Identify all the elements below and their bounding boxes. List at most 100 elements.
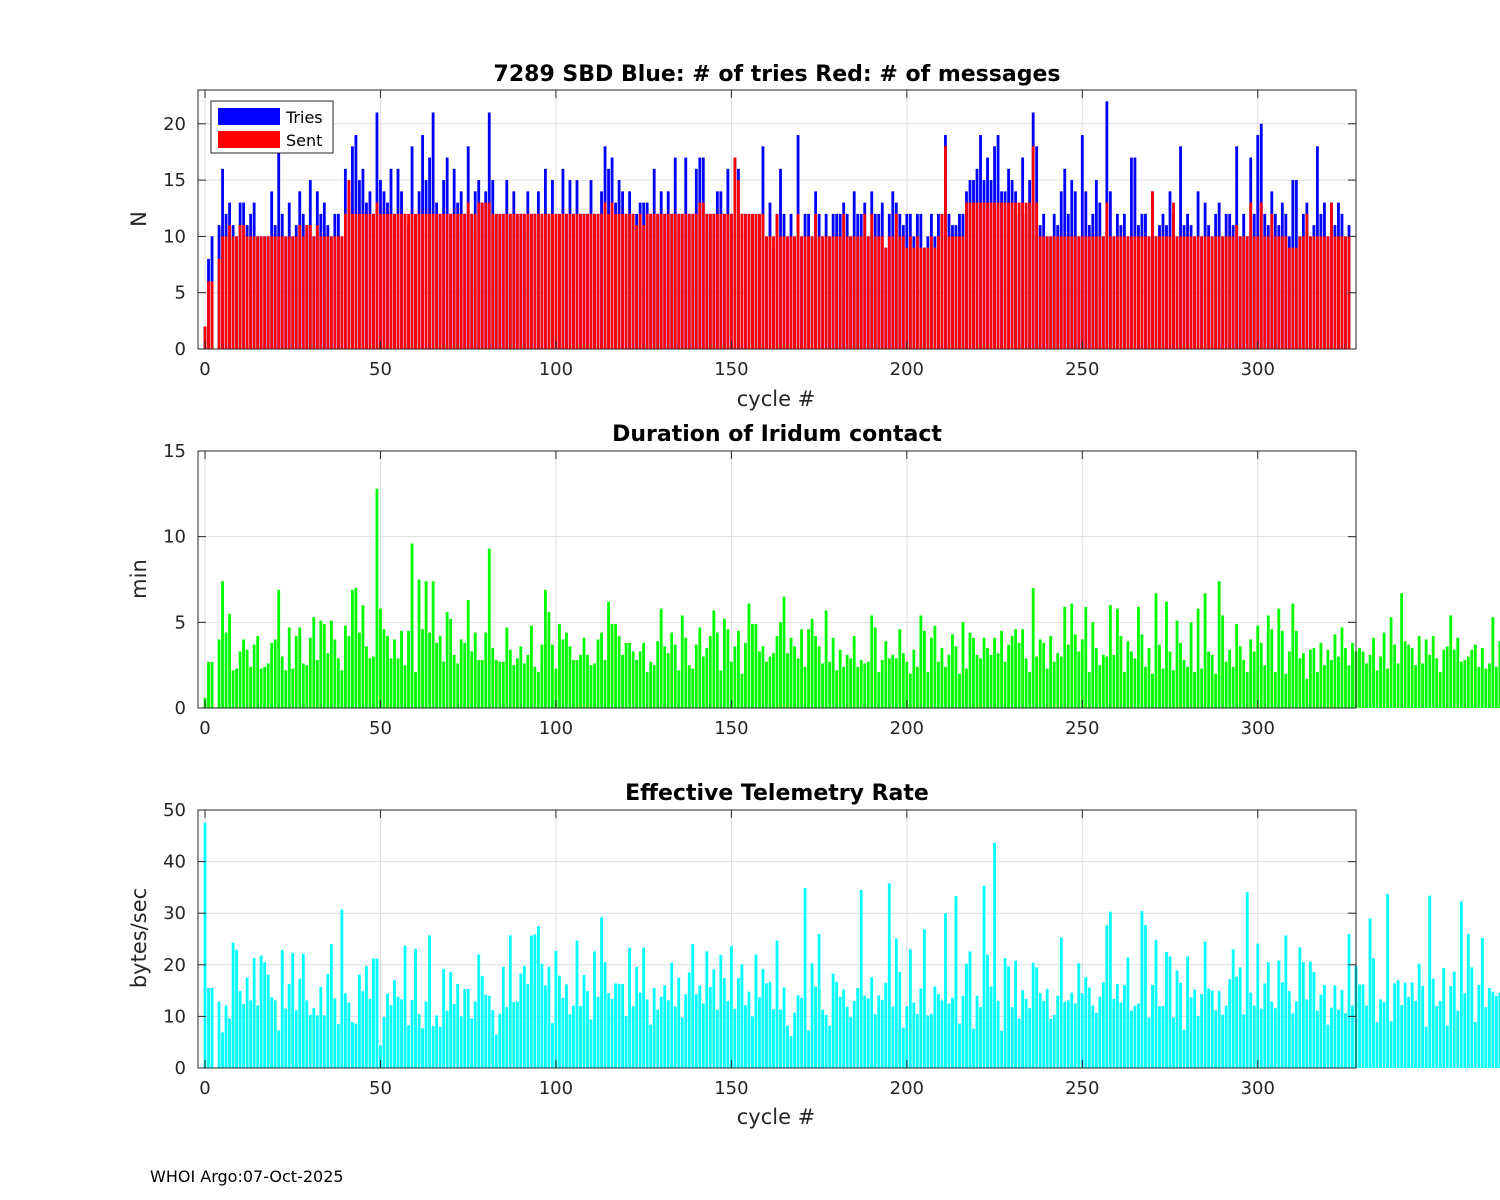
duration-duration-bar [466, 600, 470, 708]
rate-rate-bar [617, 983, 621, 1068]
rate-rate-bar [1010, 1007, 1014, 1068]
sbd-sent-bar [645, 213, 649, 349]
duration-x-tick-label: 50 [369, 718, 392, 739]
duration-duration-bar [533, 666, 537, 708]
duration-duration-bar [515, 658, 519, 708]
rate-rate-bar [1098, 996, 1102, 1068]
duration-duration-bar [1263, 665, 1267, 708]
duration-duration-bar [210, 661, 214, 708]
rate-rate-bar [1487, 988, 1491, 1068]
duration-duration-bar [575, 660, 579, 708]
duration-duration-bar [1396, 663, 1400, 708]
duration-duration-bar [719, 670, 723, 708]
sbd-sent-bar [505, 213, 509, 349]
rate-rate-bar [982, 885, 986, 1068]
rate-rate-bar [1291, 1013, 1295, 1068]
rate-rate-bar [572, 1005, 575, 1068]
sbd-sent-bar [835, 236, 839, 349]
sbd-sent-bar [789, 236, 793, 349]
duration-duration-bar [1189, 622, 1193, 708]
rate-rate-bar [1400, 1005, 1404, 1068]
sbd-sent-bar [1344, 236, 1347, 349]
duration-duration-bar [477, 660, 481, 708]
sbd-sent-bar [315, 225, 319, 349]
rate-rate-bar [207, 988, 210, 1068]
rate-rate-bar [1203, 941, 1207, 1068]
duration-duration-bar [273, 639, 277, 708]
rate-rate-bar [1077, 963, 1081, 1068]
duration-duration-bar [659, 608, 663, 708]
sbd-sent-bar [1144, 236, 1147, 349]
duration-duration-bar [807, 629, 810, 708]
sbd-sent-bar [1105, 202, 1109, 349]
rate-rate-bar [814, 986, 818, 1068]
rate-rate-bar [1154, 940, 1158, 1068]
duration-duration-bar [649, 661, 653, 708]
rate-rate-bar [1301, 962, 1305, 1068]
rate-rate-bar [505, 1007, 509, 1068]
duration-x-tick-label: 150 [714, 718, 748, 739]
duration-duration-bar [386, 636, 389, 708]
duration-duration-bar [1389, 617, 1393, 708]
duration-duration-bar [368, 658, 372, 708]
sbd-sent-bar [287, 236, 291, 349]
sbd-sent-bar [747, 213, 751, 349]
duration-duration-bar [729, 661, 733, 708]
sbd-sent-bar [1228, 236, 1232, 349]
rate-rate-bar [1017, 1018, 1021, 1068]
rate-rate-bar [343, 993, 347, 1068]
duration-duration-bar [284, 670, 288, 708]
duration-duration-bar [796, 658, 800, 708]
sbd-sent-bar [589, 213, 593, 349]
duration-duration-bar [751, 624, 754, 708]
sbd-sent-bar [572, 213, 575, 349]
rate-rate-bar [1112, 998, 1116, 1068]
rate-rate-bar [1087, 987, 1091, 1068]
rate-plot-area: 0 50 100 150 200 250 300 0 10 20 30 40 50 [163, 800, 1500, 1099]
rate-rate-bar [1000, 1030, 1003, 1068]
rate-rate-bar [1284, 935, 1288, 1068]
sbd-sent-bar [705, 213, 709, 349]
sbd-sent-bar [375, 202, 379, 349]
rate-rate-bar [417, 1013, 421, 1068]
duration-duration-bar [849, 658, 853, 708]
duration-duration-bar [333, 639, 337, 708]
duration-duration-bar [908, 673, 912, 708]
sbd-sent-bar [1210, 236, 1214, 349]
rate-rate-bar [828, 1025, 832, 1068]
duration-duration-bar [1151, 673, 1154, 708]
rate-rate-bar [551, 1023, 554, 1068]
duration-duration-bar [1017, 642, 1021, 708]
rate-rate-bar [480, 976, 484, 1068]
sbd-sent-bar [435, 213, 439, 349]
sbd-chart-title: 7289 SBD Blue: # of tries Red: # of mess… [494, 62, 1061, 87]
sbd-sent-bar [1221, 236, 1225, 349]
sbd-sent-bar [1298, 236, 1302, 349]
duration-duration-bar [375, 488, 379, 708]
sbd-sent-bar [266, 236, 270, 349]
rate-rate-bar [1445, 1025, 1449, 1068]
rate-rate-bar [287, 983, 291, 1068]
duration-duration-bar [779, 622, 782, 708]
sbd-sent-bar [1133, 236, 1137, 349]
sbd-sent-bar [740, 213, 744, 349]
sbd-sent-bar [614, 213, 617, 349]
sbd-sent-bar [1038, 236, 1042, 349]
rate-rate-bar [407, 1025, 410, 1068]
duration-duration-bar [828, 661, 832, 708]
sbd-sent-bar [231, 236, 235, 349]
sbd-plot-area: 0 50 100 150 200 250 300 0 5 10 15 20 [163, 89, 1357, 380]
sbd-sent-bar [410, 213, 414, 349]
rate-rate-bar [452, 1004, 456, 1068]
duration-duration-bar [789, 637, 793, 708]
sbd-sent-bar [628, 213, 632, 349]
rate-rate-bar [235, 949, 239, 1068]
sbd-sent-bar [494, 213, 498, 349]
sbd-sent-bar [249, 236, 253, 349]
rate-rate-bar [340, 909, 344, 1068]
duration-duration-bar [1144, 666, 1147, 708]
duration-duration-bar [249, 666, 253, 708]
sbd-sent-bar [1080, 236, 1084, 349]
rate-rate-bar [322, 1015, 326, 1068]
sbd-sent-bar [1266, 236, 1270, 349]
